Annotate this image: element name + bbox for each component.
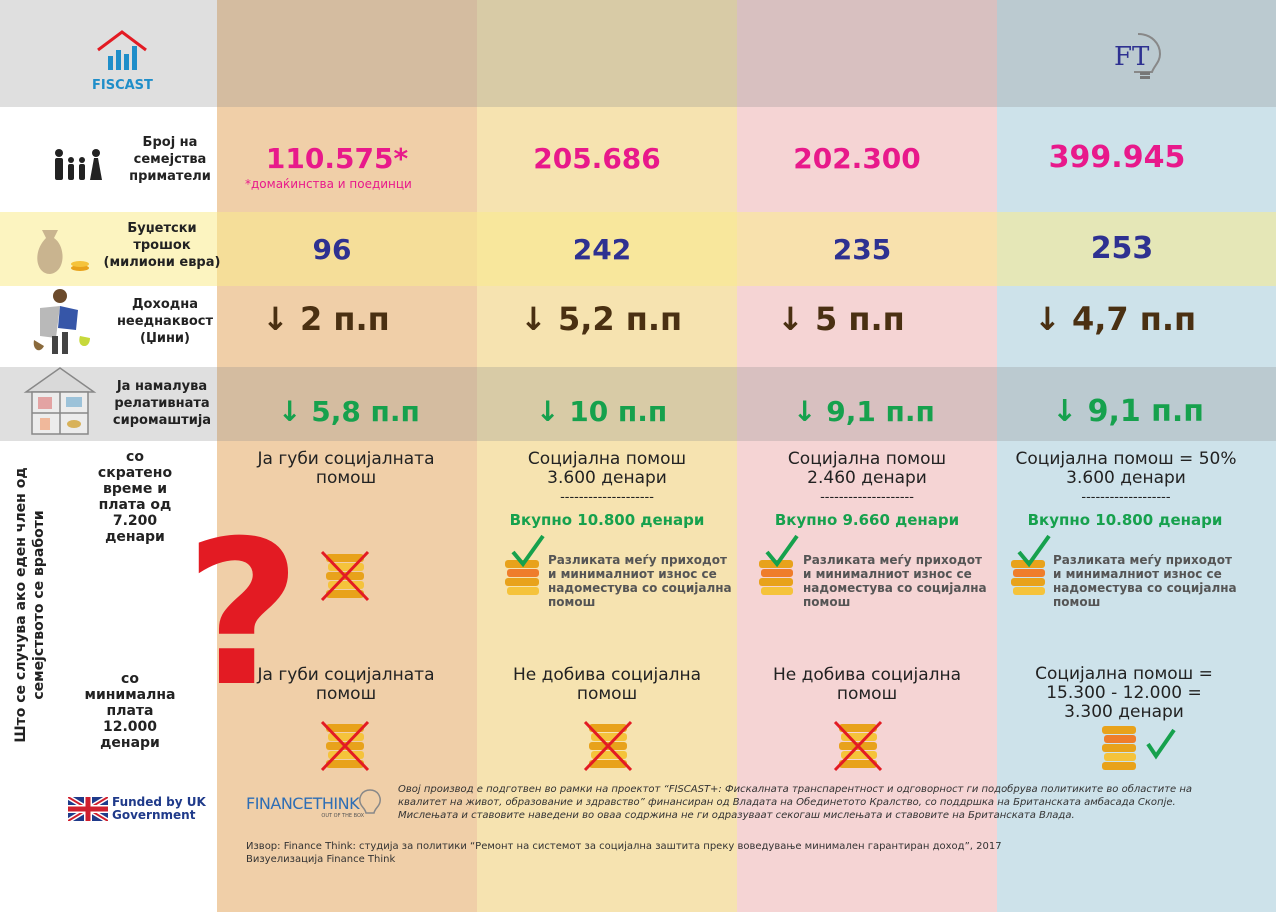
inequality-value-1: ↓ 2 п.п xyxy=(262,300,390,338)
poverty-band xyxy=(0,367,1276,441)
coins-check-icon xyxy=(757,534,801,602)
parttime-col2-title: Социјална помош 3.600 денари xyxy=(527,449,687,488)
parttime-col2-dash: -------------------- xyxy=(560,490,654,505)
minwage-col3-title: Не добива социјална помош xyxy=(772,665,962,704)
family-icon xyxy=(52,148,104,182)
fiscast-logo: FISCAST xyxy=(92,28,153,93)
inequality-label: Доходна нееднаквост (Џини) xyxy=(116,297,214,346)
parttime-col4-dash: ------------------- xyxy=(1081,490,1171,505)
finance-think-tagline: OUT OF THE BOX xyxy=(321,813,364,819)
parttime-col4-note: Разликата меѓу приходот и минималниот из… xyxy=(1053,553,1237,609)
minwage-col4-title: Социјална помош = 15.300 - 12.000 = 3.30… xyxy=(1035,664,1213,722)
lightbulb-icon xyxy=(1134,33,1162,79)
parttime-col3-title: Социјална помош 2.460 денари xyxy=(787,449,947,488)
house-chart-icon xyxy=(97,30,147,70)
parttime-col2-note: Разликата меѓу приходот и минималниот из… xyxy=(548,553,732,609)
parttime-col3-total: Вкупно 9.660 денари xyxy=(774,511,960,529)
inequality-value-2: ↓ 5,2 п.п xyxy=(520,300,683,338)
source-text: Извор: Finance Think: студија за политик… xyxy=(246,841,1002,852)
minwage-label: со минимална плата 12.000 денари xyxy=(84,671,176,751)
money-bag-icon xyxy=(28,216,92,280)
families-label: Број на семејства приматели xyxy=(129,135,211,184)
coins-check-icon xyxy=(1100,722,1180,772)
minwage-col2-title: Не добива социјална помош xyxy=(512,665,702,704)
coins-check-icon xyxy=(1009,534,1053,602)
poverty-value-1: ↓ 5,8 п.п xyxy=(278,395,420,428)
ft-logo: FT xyxy=(1110,30,1166,82)
disclaimer-text: Овој производ е подготвен во рамки на пр… xyxy=(398,784,1193,821)
inequality-value-3: ↓ 5 п.п xyxy=(777,300,905,338)
lightbulb-icon xyxy=(359,789,381,814)
parttime-col2-total: Вкупно 10.800 денари xyxy=(509,511,705,529)
budget-value-2: 242 xyxy=(572,233,632,266)
parttime-col4-total: Вкупно 10.800 денари xyxy=(1027,511,1223,529)
finance-think-logo: FINANCETHINK OUT OF THE BOX xyxy=(246,788,386,824)
crossed-coins-icon xyxy=(320,548,370,602)
uk-flag-icon xyxy=(66,794,110,824)
parttime-col3-dash: -------------------- xyxy=(820,490,914,505)
crossed-coins-icon xyxy=(583,718,633,772)
finance-think-logo-text: FINANCETHINK xyxy=(246,794,360,813)
inequality-value-4: ↓ 4,7 п.п xyxy=(1034,300,1197,338)
column-4-bg xyxy=(997,0,1276,912)
house-icon xyxy=(22,364,98,438)
budget-label: Буџетски трошок (милиони евра) xyxy=(103,221,221,270)
header-band xyxy=(0,0,1276,107)
families-value-4: 399.945 xyxy=(1048,140,1186,175)
ft-logo-text: FT xyxy=(1114,42,1150,72)
families-value-1: 110.575* xyxy=(265,142,409,175)
budget-value-4: 253 xyxy=(1090,231,1154,266)
scenario-side-label: Што се случува ако еден член од семејств… xyxy=(13,467,47,743)
crossed-coins-icon xyxy=(833,718,883,772)
minwage-col1-title: Ја губи социјалната помош xyxy=(257,665,435,704)
parttime-col1-title: Ја губи социјалната помош xyxy=(257,449,435,488)
families-note: *домаќинства и поединци xyxy=(245,177,412,191)
poverty-label: Ја намалува релативната сиромаштија xyxy=(112,379,212,428)
coins-check-icon xyxy=(503,534,547,602)
parttime-col4-title: Социјална помош = 50% 3.600 денари xyxy=(1015,449,1237,488)
visualization-text: Визуелизација Finance Think xyxy=(246,854,396,865)
question-mark-icon: ? xyxy=(185,498,302,731)
families-value-3: 202.300 xyxy=(793,142,921,175)
crossed-coins-icon xyxy=(320,718,370,772)
families-value-2: 205.686 xyxy=(533,142,661,175)
man-with-bag-icon xyxy=(30,288,100,360)
budget-value-3: 235 xyxy=(832,233,892,266)
parttime-label: со скратено време и плата од 7.200 денар… xyxy=(97,449,173,545)
budget-band xyxy=(0,212,1276,286)
parttime-col3-note: Разликата меѓу приходот и минималниот из… xyxy=(803,553,987,609)
funded-by-text: Funded by UK Government xyxy=(112,795,206,822)
budget-value-1: 96 xyxy=(312,233,352,266)
poverty-value-4: ↓ 9,1 п.п xyxy=(1052,394,1205,429)
fiscast-logo-text: FISCAST xyxy=(92,78,153,93)
poverty-value-3: ↓ 9,1 п.п xyxy=(793,395,935,428)
poverty-value-2: ↓ 10 п.п xyxy=(536,395,668,428)
